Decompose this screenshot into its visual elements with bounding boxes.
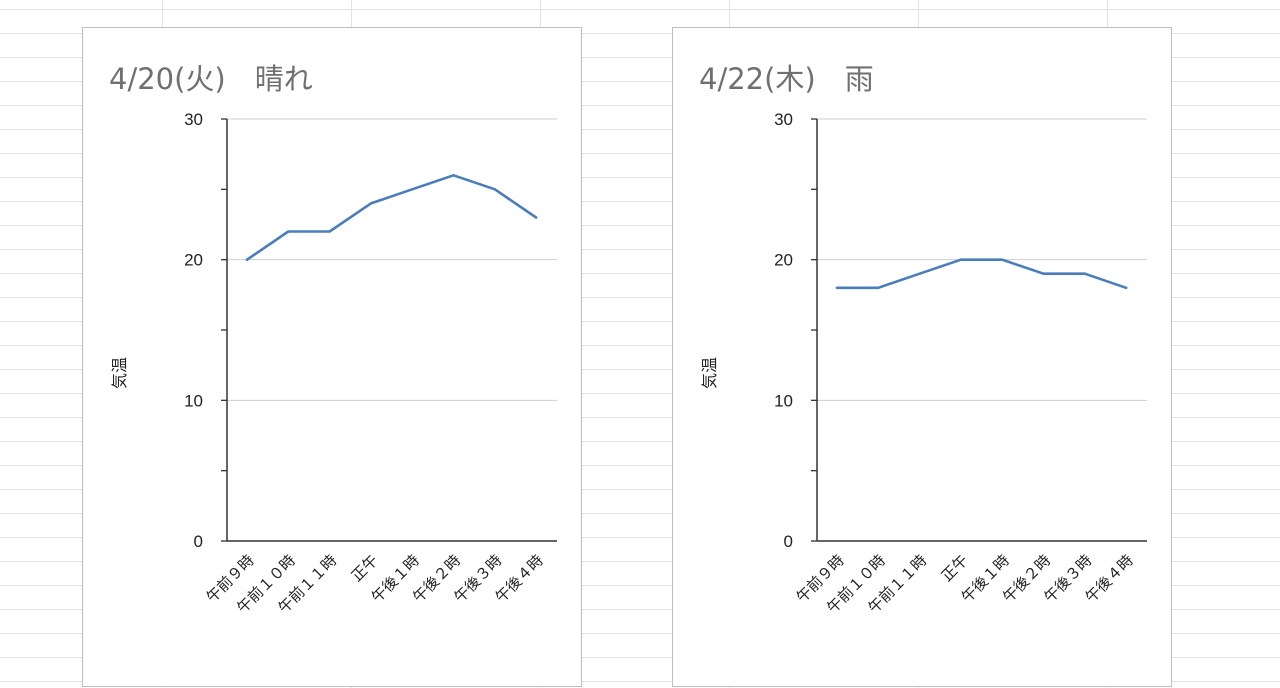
data-point: [1001, 258, 1004, 261]
chart-card-0420: 4/20(火) 晴れ 0 10 20 30 気温 午前９時 午前１０時 午前１１時 正午 午後１時…: [82, 27, 582, 687]
y-tick-label: 30: [184, 110, 203, 129]
chart-card-0422: 4/22(木) 雨 0 10 20 30 気温 午前９時 午前１０時 午前１１時 正午 午後１時午…: [672, 27, 1172, 687]
y-tick-label: 10: [774, 391, 793, 410]
data-point: [918, 272, 921, 275]
series-line: [835, 258, 1128, 290]
data-point: [452, 174, 455, 177]
x-tick-label: 正午: [938, 551, 972, 585]
data-point: [287, 230, 290, 233]
data-point: [835, 286, 839, 289]
x-tick-label: 正午: [348, 551, 382, 585]
data-point: [1124, 286, 1128, 289]
y-axis-title: 気温: [110, 357, 129, 389]
data-point: [877, 286, 880, 289]
y-tick-label: 0: [784, 532, 793, 551]
y-axis-title: 気温: [700, 357, 719, 389]
chart-title: 4/22(木) 雨: [699, 62, 874, 96]
data-point: [1083, 272, 1086, 275]
data-point: [1042, 272, 1045, 275]
y-tick-label: 0: [194, 532, 203, 551]
y-tick-label: 30: [774, 110, 793, 129]
data-point: [493, 188, 496, 191]
y-tick-label: 20: [184, 251, 203, 270]
chart-title: 4/20(火) 晴れ: [109, 62, 313, 96]
data-point: [245, 258, 249, 261]
data-point: [411, 188, 414, 191]
data-point: [534, 216, 538, 219]
data-point: [328, 230, 331, 233]
y-tick-label: 20: [774, 251, 793, 270]
data-point: [369, 202, 373, 205]
data-point: [959, 258, 963, 261]
series-line: [245, 174, 538, 261]
y-tick-label: 10: [184, 391, 203, 410]
